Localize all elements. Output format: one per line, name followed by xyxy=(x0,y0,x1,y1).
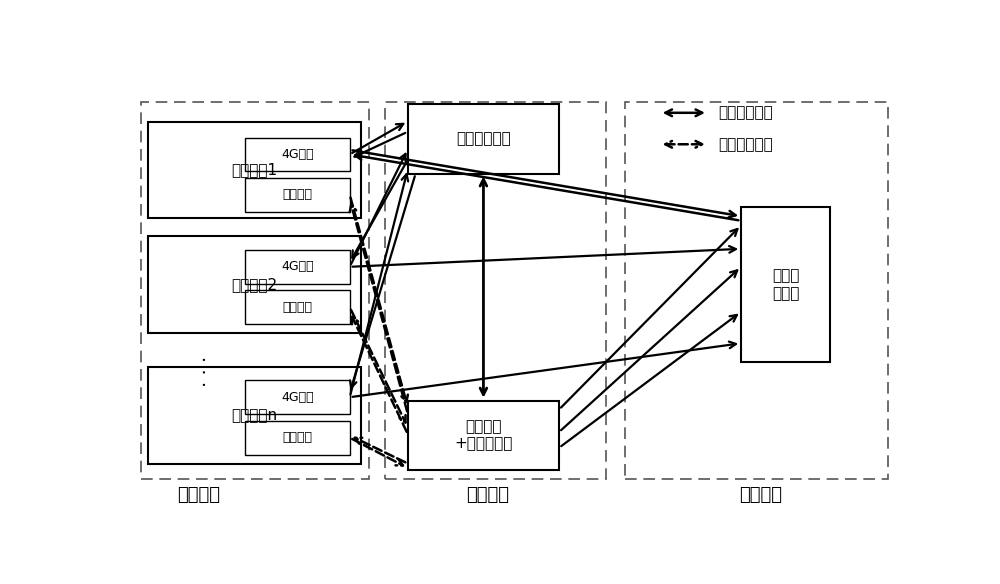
Bar xyxy=(245,290,350,324)
Text: 天通模块: 天通模块 xyxy=(282,301,312,314)
Bar xyxy=(625,102,888,479)
Text: 4G模块: 4G模块 xyxy=(281,148,314,161)
Bar xyxy=(408,401,559,470)
Text: 天通模块: 天通模块 xyxy=(282,431,312,444)
Bar xyxy=(245,380,350,414)
Text: 公众网络协议: 公众网络协议 xyxy=(718,105,773,120)
Text: 服务租赁: 服务租赁 xyxy=(466,486,509,504)
Text: 千寻位置基站: 千寻位置基站 xyxy=(456,131,511,146)
Text: 现场终端2: 现场终端2 xyxy=(232,277,278,293)
Bar xyxy=(148,237,361,333)
Text: 天通模块: 天通模块 xyxy=(282,189,312,201)
Text: 天通卫星
+电信运营商: 天通卫星 +电信运营商 xyxy=(454,419,513,451)
Text: 现场终端n: 现场终端n xyxy=(232,408,278,423)
Bar xyxy=(148,122,361,218)
Text: 监控后方: 监控后方 xyxy=(739,486,782,504)
Bar xyxy=(245,178,350,212)
Bar xyxy=(245,421,350,454)
Bar xyxy=(245,138,350,171)
Bar xyxy=(245,250,350,284)
Text: 现场终端1: 现场终端1 xyxy=(232,162,278,178)
Bar xyxy=(140,102,369,479)
Bar xyxy=(741,207,830,362)
Text: 4G模块: 4G模块 xyxy=(281,391,314,404)
Bar xyxy=(385,102,606,479)
Text: 线路现场: 线路现场 xyxy=(177,486,220,504)
Bar xyxy=(148,367,361,464)
Text: · · ·: · · · xyxy=(197,356,216,387)
Bar xyxy=(408,104,559,173)
Text: 4G模块: 4G模块 xyxy=(281,260,314,273)
Text: 天通通信协议: 天通通信协议 xyxy=(718,137,773,152)
Text: 远程监
控平台: 远程监 控平台 xyxy=(772,269,799,301)
